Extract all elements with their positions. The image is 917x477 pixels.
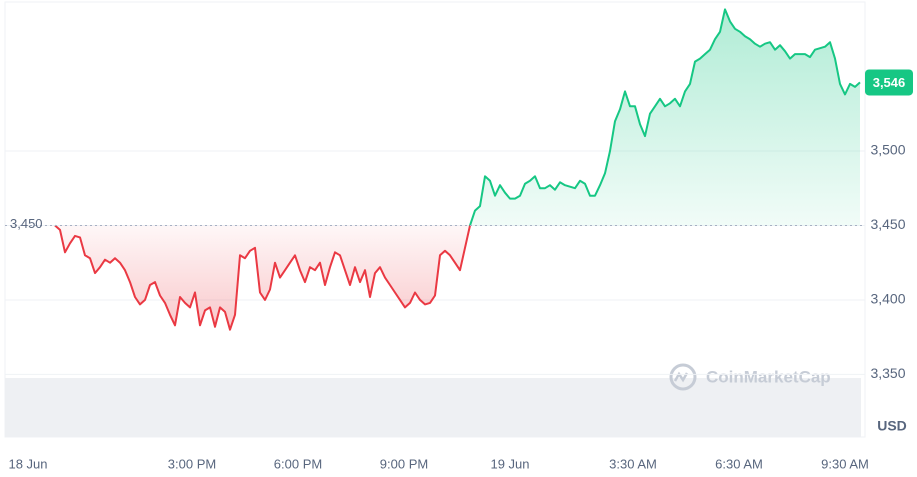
x-tick-label: 18 Jun — [8, 456, 47, 471]
x-tick-label: 9:00 PM — [380, 456, 428, 471]
watermark: CoinMarketCap — [669, 363, 831, 391]
x-tick-label: 3:00 PM — [168, 456, 216, 471]
price-tag-box — [865, 69, 913, 96]
baseline-label: 3,450 — [10, 216, 43, 231]
y-tick-label: 3,400 — [870, 291, 905, 307]
x-tick-label: 19 Jun — [490, 456, 529, 471]
watermark-text: CoinMarketCap — [706, 367, 831, 386]
x-tick-label: 6:00 PM — [274, 456, 322, 471]
y-tick-label: 3,450 — [870, 216, 905, 232]
price-tag-label: 3,546 — [873, 75, 906, 90]
x-tick-label: 9:30 AM — [821, 456, 869, 471]
currency-label: USD — [877, 418, 907, 434]
y-tick-label: 3,500 — [870, 142, 905, 158]
price-line — [54, 8, 861, 331]
x-tick-label: 3:30 AM — [609, 456, 657, 471]
volume-area — [5, 378, 861, 437]
price-area — [55, 9, 860, 330]
x-tick-label: 6:30 AM — [715, 456, 763, 471]
y-tick-label: 3,350 — [870, 365, 905, 381]
